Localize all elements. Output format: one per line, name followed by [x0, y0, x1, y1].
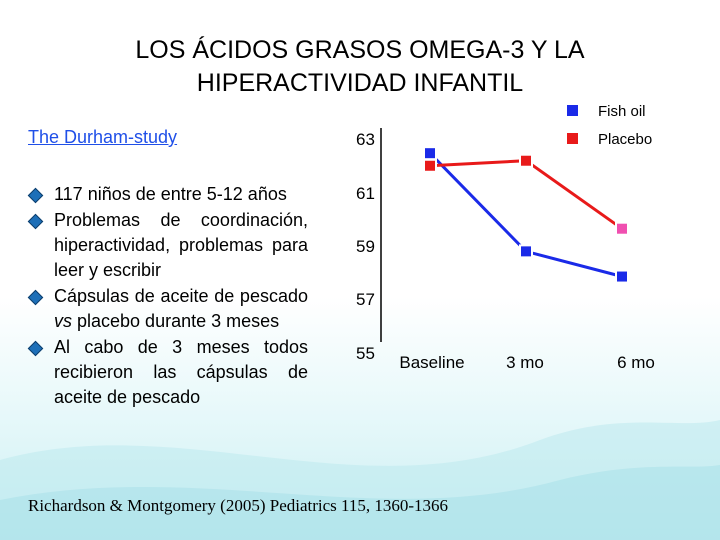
bullet-item-capsules: Cápsulas de aceite de pescado vs placebo… — [27, 284, 308, 334]
bullet-text: Al cabo de 3 meses todos recibieron las … — [54, 337, 308, 407]
y-tick-label: 63 — [356, 130, 375, 149]
y-tick-label: 59 — [356, 237, 375, 256]
placebo-data-point — [615, 221, 629, 236]
y-tick-label: 57 — [356, 290, 375, 309]
placebo-series-line — [429, 159, 623, 230]
fish-oil-data-point — [423, 146, 437, 161]
title-line-2: HIPERACTIVIDAD INFANTIL — [196, 69, 524, 97]
citation: Richardson & Montgomery (2005) Pediatric… — [28, 496, 449, 515]
durham-study-link[interactable]: The Durham-study — [28, 127, 178, 147]
bullet-item-followup: Al cabo de 3 meses todos recibieron las … — [27, 335, 308, 410]
fish-oil-legend-label: Fish oil — [598, 103, 646, 120]
bullet-text: Problemas de coordinación, hiperactivida… — [54, 210, 308, 280]
x-tick-label: 3 mo — [506, 353, 544, 372]
fish-oil-data-point — [519, 244, 533, 259]
fish-oil-legend-swatch — [565, 103, 580, 118]
placebo-data-point — [519, 153, 533, 168]
background-wave-decoration — [0, 420, 720, 540]
placebo-legend-label: Placebo — [598, 131, 652, 148]
placebo-data-point — [423, 158, 437, 173]
bullet-item-children: 117 niños de entre 5-12 años — [27, 182, 308, 207]
bullet-item-problems: Problemas de coordinación, hiperactivida… — [27, 208, 308, 283]
title-line-1: LOS ÁCIDOS GRASOS OMEGA-3 Y LA — [135, 36, 585, 64]
placebo-legend-swatch — [565, 131, 580, 146]
slide-title: LOS ÁCIDOS GRASOS OMEGA-3 Y LA HIPERACTI… — [60, 34, 660, 100]
bullet-list: 117 niños de entre 5-12 años Problemas d… — [27, 182, 308, 411]
bullet-text: 117 niños de entre 5-12 años — [54, 184, 287, 204]
x-tick-label: 6 mo — [617, 353, 655, 372]
x-tick-label: Baseline — [399, 353, 464, 372]
fish-oil-data-point — [615, 269, 629, 284]
y-tick-label: 55 — [356, 344, 375, 363]
vs-italic: vs — [54, 311, 72, 331]
bullet-text: Cápsulas de aceite de pescado vs placebo… — [54, 286, 308, 331]
y-tick-label: 61 — [356, 184, 375, 203]
